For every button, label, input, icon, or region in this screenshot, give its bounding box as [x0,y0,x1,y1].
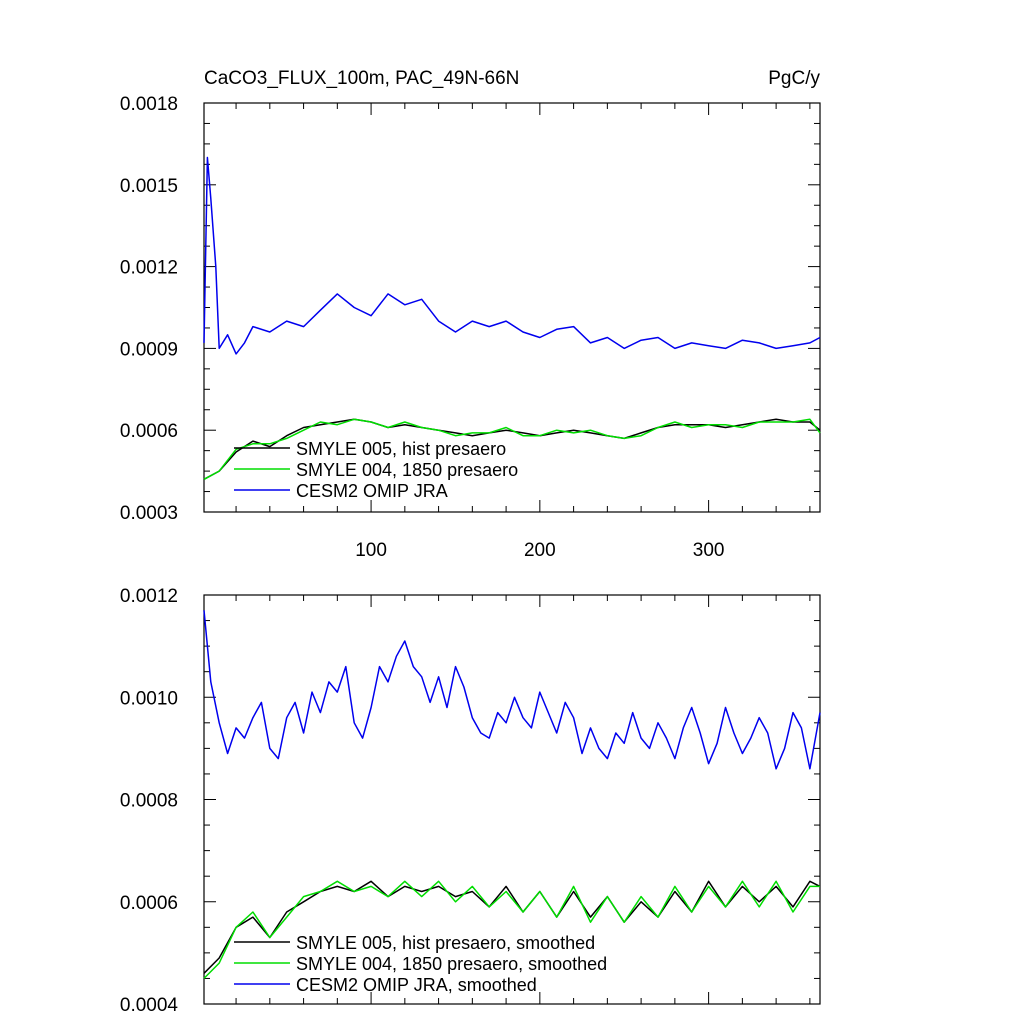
top-panel: 0.0003 0.0006 0.0009 0.0012 0.0015 0.0018 100 2… [120,94,821,561]
series-line-omip [203,156,821,355]
y-tick-label: 0.0015 [120,176,178,197]
y-tick-label: 0.0010 [120,688,178,709]
y-tick-label: 0.0006 [120,421,178,442]
y-tick-label: 0.0018 [120,94,178,115]
x-tick-label: 300 [693,540,725,561]
x-tick-label: 100 [355,540,387,561]
units-label: PgC/y [768,68,820,89]
legend-label-smyle005: SMYLE 005, hist presaero, smoothed [296,933,595,953]
x-tick-label: 200 [524,540,556,561]
y-tick-label: 0.0012 [120,258,178,279]
y-tick-label: 0.0008 [120,791,178,812]
series-line-smyle004 [203,880,820,979]
series-line-omip [203,610,821,770]
legend-label-smyle004: SMYLE 004, 1850 presaero [296,460,518,480]
bottom-panel: 0.0004 0.0006 0.0008 0.0010 0.0012 SMYLE 005,… [120,586,821,1016]
legend-label-smyle005: SMYLE 005, hist presaero [296,439,506,459]
y-tick-label: 0.0012 [120,586,178,607]
legend-label-smyle004: SMYLE 004, 1850 presaero, smoothed [296,954,607,974]
y-tick-label: 0.0004 [120,995,179,1016]
y-tick-label: 0.0009 [120,339,178,360]
y-tick-label: 0.0006 [120,893,178,914]
y-tick-label: 0.0003 [120,503,178,524]
legend-label-omip: CESM2 OMIP JRA, smoothed [296,975,537,995]
chart-title: CaCO3_FLUX_100m, PAC_49N-66N [204,68,519,89]
legend-label-omip: CESM2 OMIP JRA [296,481,448,501]
series-line-smyle004 [203,418,821,480]
